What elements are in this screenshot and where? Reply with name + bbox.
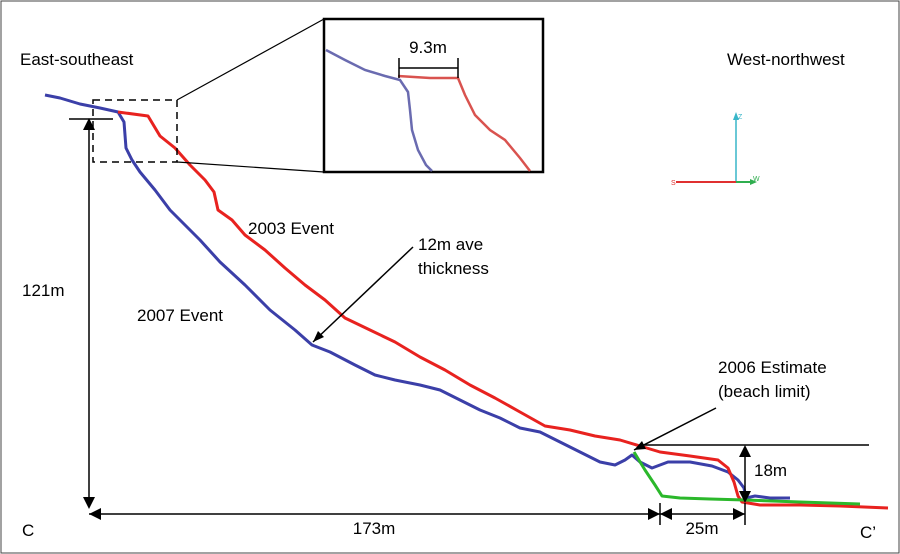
inset-profile-2007-line	[325, 48, 433, 172]
compass-right-arrowhead	[750, 179, 757, 185]
beach-width-left-arrowhead	[660, 508, 672, 520]
beach-height-bottom-arrowhead	[739, 491, 751, 503]
point-c-prime-label: C’	[860, 523, 876, 542]
event-2007-label: 2007 Event	[137, 306, 223, 325]
length-left-arrowhead	[89, 508, 101, 520]
profile-2007-line	[44, 93, 790, 500]
direction-label-west: West-northwest	[727, 50, 845, 69]
zoom-region-box	[92, 99, 178, 163]
compass-up-arrowhead	[733, 112, 739, 120]
beach-height-label: 18m	[754, 461, 787, 480]
estimate-label-line2: (beach limit)	[718, 382, 811, 401]
profile-2003-line	[117, 110, 889, 510]
inset-profile-2003-line	[397, 74, 531, 172]
thickness-leader-arrowhead	[313, 331, 324, 342]
compass-up-label: Z	[738, 114, 743, 121]
compass-right-label: W	[753, 176, 760, 183]
beach-width-label: 25m	[685, 519, 718, 538]
height-bottom-arrowhead	[83, 497, 95, 509]
axis-compass-icon: Z S W	[671, 112, 760, 187]
inset-connector-top	[176, 18, 325, 101]
event-2003-label: 2003 Event	[248, 219, 334, 238]
compass-left-label: S	[671, 180, 676, 187]
estimate-2006-line	[632, 451, 861, 506]
inset-frame	[322, 17, 545, 174]
estimate-label-line1: 2006 Estimate	[718, 358, 827, 377]
inset-zoom: 9.3m	[322, 17, 545, 174]
length-label: 173m	[353, 519, 396, 538]
direction-label-east: East-southeast	[20, 50, 134, 69]
thickness-label-line1: 12m ave	[418, 235, 483, 254]
inset-dimension-label: 9.3m	[409, 38, 447, 57]
estimate-leader-line	[633, 407, 717, 451]
beach-width-right-arrowhead	[733, 508, 745, 520]
thickness-label-line2: thickness	[418, 259, 489, 278]
beach-height-top-arrowhead	[739, 445, 751, 457]
inset-connector-bottom	[176, 161, 325, 173]
height-label: 121m	[22, 281, 65, 300]
point-c-label: C	[22, 521, 34, 540]
thickness-leader-line	[312, 246, 414, 343]
height-top-arrowhead	[83, 118, 95, 130]
estimate-leader-arrowhead	[634, 441, 646, 450]
length-right-arrowhead	[648, 508, 660, 520]
